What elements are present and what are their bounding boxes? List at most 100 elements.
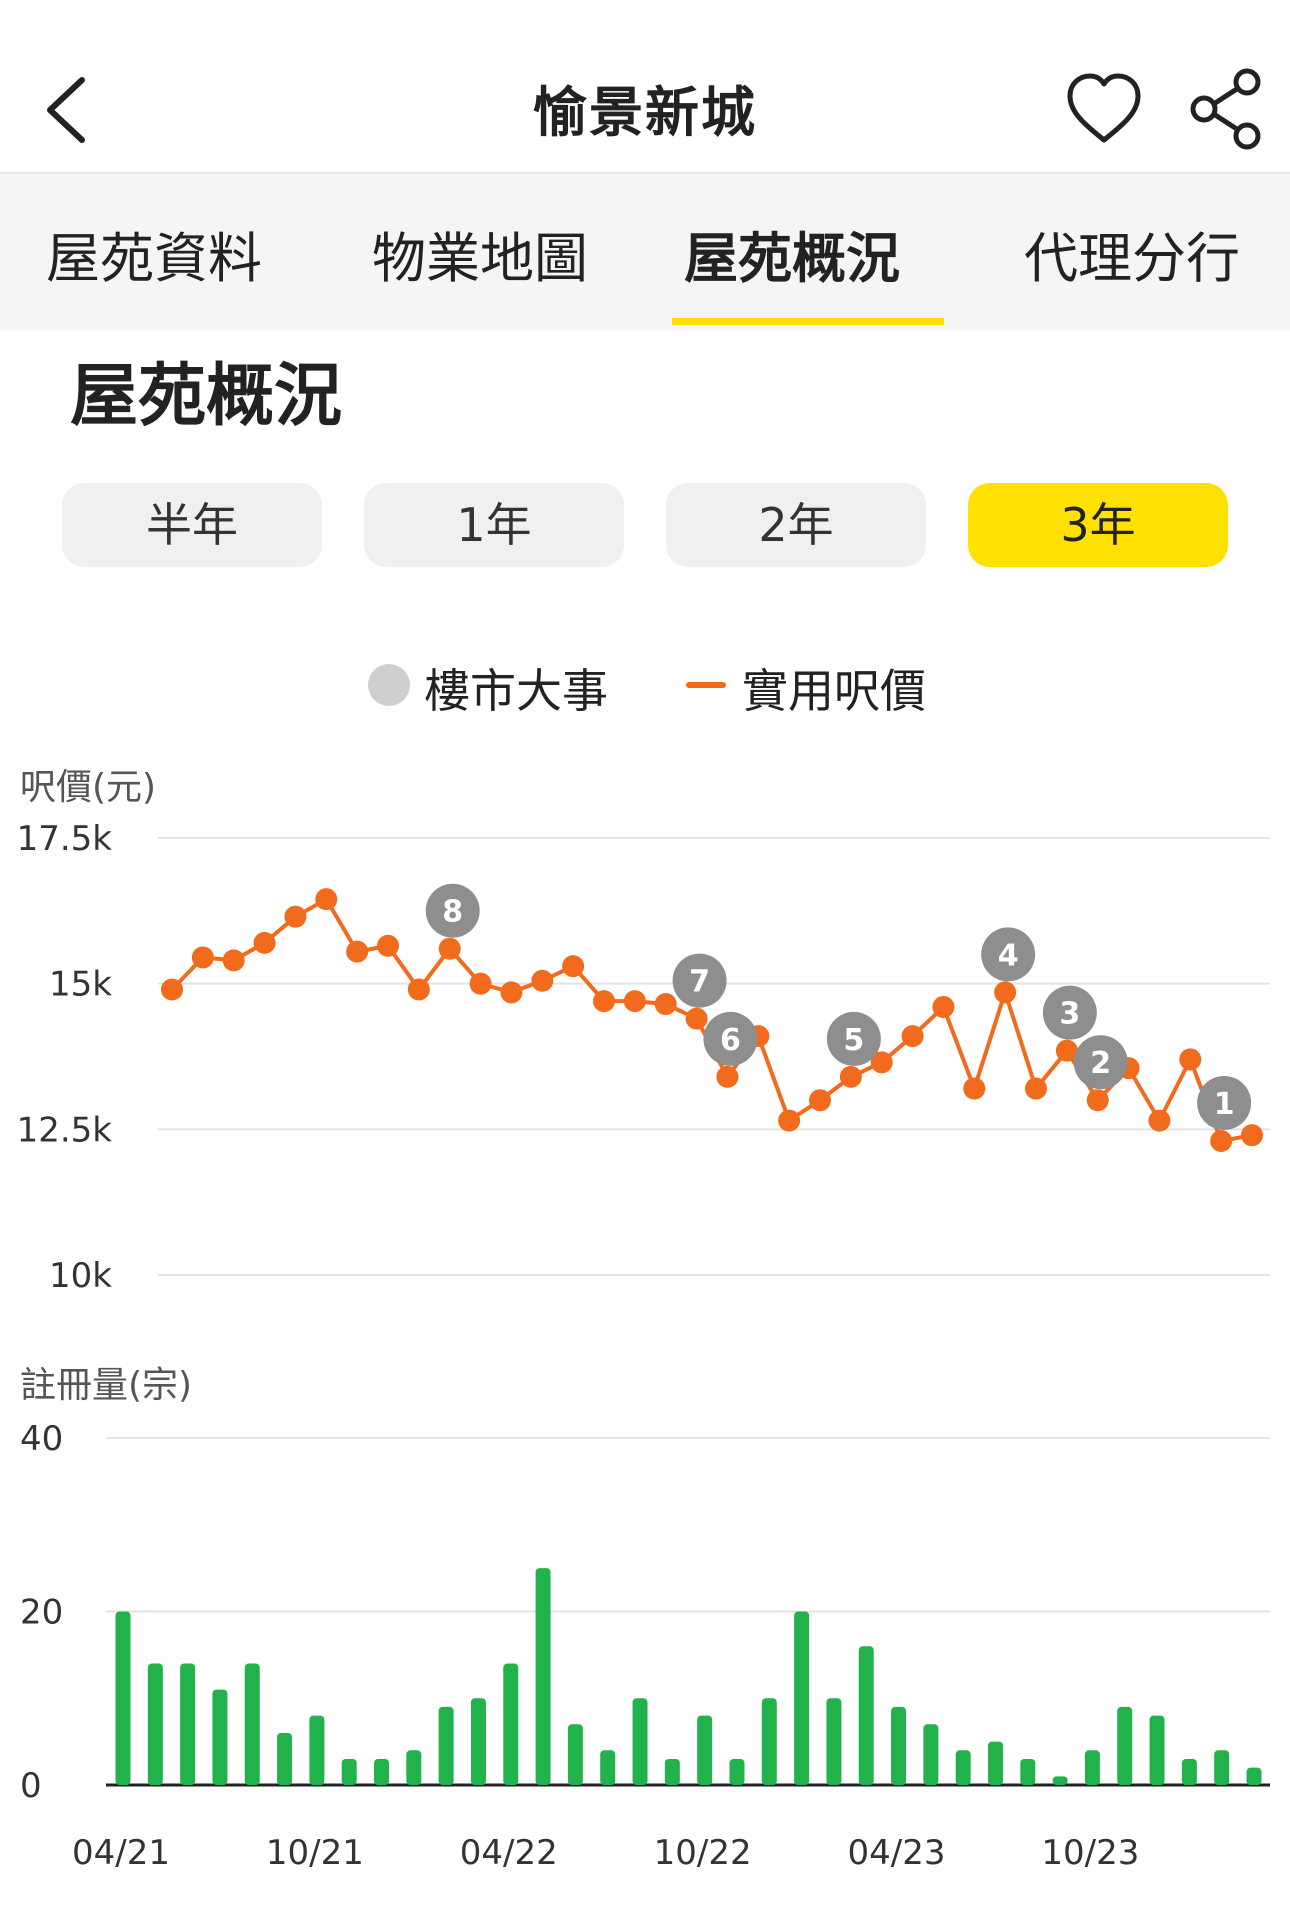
volume-bar [147,1663,163,1785]
volume-bar [761,1698,777,1785]
volume-bar [891,1706,907,1785]
event-marker-label: 3 [1059,997,1080,1032]
volume-bar [826,1698,842,1785]
volume-bar [1117,1706,1133,1785]
price-point [1241,1124,1263,1147]
event-marker-label: 2 [1090,1046,1111,1081]
event-marker-label: 4 [998,938,1019,973]
price-tick-label: 10k [49,1256,112,1296]
price-point [500,981,523,1004]
price-tick-label: 12.5k [17,1110,113,1150]
tab-bar: 屋苑資料 物業地圖 屋苑概況 代理分行 [0,174,1290,330]
range-2-year-button[interactable]: 2年 [666,483,926,567]
volume-bar [341,1758,357,1785]
volume-bar [503,1663,519,1785]
x-tick-label: 04/22 [460,1833,558,1873]
volume-bar [1149,1715,1165,1785]
price-point [562,955,585,978]
event-marker-circle [981,927,1036,982]
price-point [315,888,338,911]
volume-bar [244,1663,260,1785]
volume-bar [374,1758,390,1785]
event-marker: 8 [425,883,480,938]
event-marker-circle [425,883,480,938]
active-tab-indicator [672,318,944,325]
price-point [778,1109,801,1132]
event-marker-label: 8 [442,895,463,930]
tab-estate-info[interactable]: 屋苑資料 [46,227,262,290]
volume-bar [309,1715,325,1785]
price-point [1055,1039,1078,1062]
event-marker-label: 6 [720,1023,741,1058]
legend-price-label: 實用呎價 [742,664,926,718]
price-point [407,978,430,1001]
price-point [839,1065,862,1088]
volume-bar [600,1750,616,1785]
volume-bar [470,1698,486,1785]
price-point [654,993,677,1016]
tab-property-map[interactable]: 物業地圖 [372,227,588,290]
legend-events-label: 樓市大事 [424,664,608,718]
event-marker: 6 [703,1011,758,1066]
volume-bar [115,1611,131,1785]
price-point [685,1007,708,1030]
price-point [1086,1089,1109,1112]
volume-bar [1181,1758,1197,1785]
volume-bar [1084,1750,1100,1785]
x-tick-label: 10/22 [654,1833,752,1873]
tab-agency-branches[interactable]: 代理分行 [1024,227,1240,290]
event-marker: 5 [826,1011,881,1066]
volume-axis-title: 註冊量(宗) [20,1365,193,1406]
price-point [346,940,369,963]
volume-bar-chart: 40 20 0 04/21 10/21 04/22 10/22 04/23 10/23 [20,1419,1270,1873]
volume-bar [794,1611,810,1785]
price-point [222,949,245,972]
volume-bar [212,1689,228,1785]
event-marker-circle [826,1011,881,1066]
share-icon [1190,68,1261,150]
event-marker: 4 [981,927,1036,982]
tab-estate-overview[interactable]: 屋苑概況 [684,227,900,290]
range-1-year-button[interactable]: 1年 [364,483,624,567]
event-marker: 1 [1197,1075,1252,1130]
price-point [531,969,554,992]
heart-icon [1067,73,1141,143]
price-point [932,995,955,1018]
price-tick-label: 15k [49,965,112,1005]
event-marker-circle [703,1011,758,1066]
price-point [1148,1109,1171,1132]
x-tick-label: 04/23 [848,1833,946,1873]
event-marker-circle [672,953,727,1008]
section-title: 屋苑概況 [70,357,343,436]
share-button[interactable] [1186,66,1266,152]
volume-bar [535,1568,551,1785]
event-marker: 2 [1073,1035,1128,1090]
x-tick-label: 04/21 [72,1833,170,1873]
price-axis-title: 呎價(元) [20,767,157,808]
legend-price-marker [686,682,726,688]
price-point [253,931,276,954]
volume-bar [1020,1758,1036,1785]
volume-bar [664,1758,680,1785]
favorite-button[interactable] [1064,70,1144,150]
price-point [994,981,1017,1004]
event-marker: 7 [672,953,727,1008]
volume-bar [697,1715,713,1785]
legend-events-marker [368,664,410,706]
back-button[interactable] [36,70,106,150]
price-point [161,978,183,1001]
event-marker-label: 7 [689,965,710,1000]
price-point [623,990,646,1013]
top-app-bar: 愉景新城 [0,0,1290,174]
price-point [870,1051,893,1074]
range-3-year-button[interactable]: 3年 [968,483,1228,567]
volume-bar [406,1750,422,1785]
volume-tick-label: 20 [20,1593,63,1633]
volume-bar [955,1750,971,1785]
volume-bar [1052,1776,1068,1785]
volume-bar [1246,1767,1262,1785]
range-half-year-button[interactable]: 半年 [62,483,322,567]
volume-bar [858,1646,874,1785]
price-point [963,1077,986,1100]
